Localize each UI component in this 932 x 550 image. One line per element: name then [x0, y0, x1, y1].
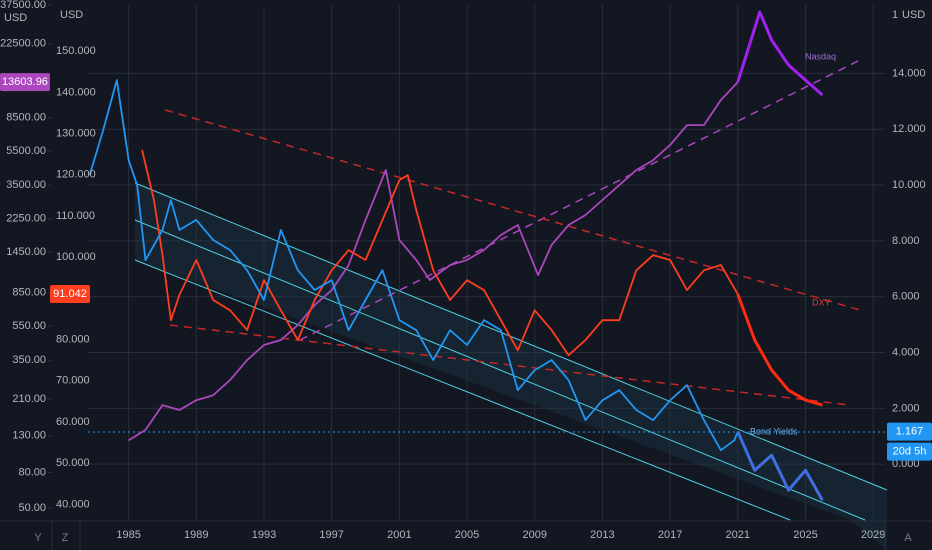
y2-tick-label: 0.000 [892, 458, 920, 470]
y-tick-label: 40.000 [56, 498, 90, 510]
y2-tick-label: 8.000 [892, 235, 920, 247]
button[interactable]: A [904, 532, 912, 544]
y3-tick-label: 130.00 [12, 429, 46, 441]
x-tick-label: 2017 [658, 529, 682, 541]
x-tick-label: 2021 [726, 529, 750, 541]
axis-unit: USD [902, 9, 925, 21]
countdown-box [887, 442, 932, 461]
y2-tick-label: 10.000 [892, 179, 926, 191]
annotation: DXY [812, 297, 831, 307]
axis-unit: USD [60, 9, 83, 21]
y3-tick-label: 50.00 [18, 502, 46, 514]
y3-tick-label: 3500.00 [6, 179, 46, 191]
y2-tick-label: 12.000 [892, 123, 926, 135]
button[interactable]: Y [34, 532, 42, 544]
y3-tick-label: 80.00 [18, 466, 46, 478]
y3-tick-label: 350.00 [12, 354, 46, 366]
y3-tick-label: 850.00 [12, 287, 46, 299]
annotation: Bond Yields [750, 426, 798, 436]
series-line [128, 81, 739, 442]
y3-tick-label: 1450.00 [6, 246, 46, 258]
y3-tick-label: 8500.00 [6, 112, 46, 124]
y-tick-label: 120.000 [56, 169, 96, 181]
y2-tick-label: 2.000 [892, 402, 920, 414]
y-tick-label: 150.000 [56, 45, 96, 57]
x-tick-label: 1989 [184, 529, 208, 541]
x-tick-label: 2005 [455, 529, 479, 541]
y-tick-label: 110.000 [56, 210, 95, 222]
y-tick-label: 80.000 [56, 333, 90, 345]
last-value-label: 1.167 [896, 426, 924, 438]
y2-tick-label: 14.000 [892, 67, 926, 79]
y-tick-label: 140.000 [56, 86, 96, 98]
x-tick-label: 2009 [522, 529, 546, 541]
y3-tick-label: 5500.00 [6, 145, 46, 157]
x-tick-label: 2013 [590, 529, 614, 541]
trend-line [164, 109, 861, 311]
projection-line [736, 293, 823, 407]
projection-line [736, 430, 824, 501]
x-tick-label: 2001 [387, 529, 411, 541]
y2-tick-label: 4.000 [892, 346, 920, 358]
channel-line [134, 219, 866, 521]
y3-tick-label: 22500.00 [0, 38, 46, 50]
channel-line [134, 259, 791, 521]
annotation: Nasdaq [805, 51, 836, 61]
x-tick-label: 1997 [319, 529, 343, 541]
y-tick-label: 70.000 [56, 375, 90, 387]
x-tick-label: 1985 [116, 529, 140, 541]
last-value-box [0, 73, 50, 92]
x-tick-label: 2025 [793, 529, 817, 541]
y3-tick-label: 2250.00 [6, 213, 46, 225]
last-value-box [50, 285, 90, 304]
axis-unit: USD [4, 12, 27, 24]
y2-tick-label: 6.000 [892, 291, 920, 303]
button[interactable]: Z [62, 532, 69, 544]
last-value-box [887, 422, 932, 441]
y-tick-label: 130.000 [56, 127, 96, 139]
last-value-label: 91.042 [53, 288, 87, 300]
projection-line [736, 10, 824, 97]
y-tick-label: 60.000 [56, 416, 90, 428]
y-tick-label: 50.000 [56, 457, 90, 469]
y3-tick-label: 37500.00 [0, 0, 46, 11]
series-line [88, 79, 739, 452]
y3-tick-label: 210.00 [12, 393, 46, 405]
last-value-label: 13603.96 [2, 76, 48, 88]
x-tick-label: 1993 [252, 529, 276, 541]
countdown-label: 20d 5h [893, 446, 927, 458]
y-tick-label: 100.000 [56, 251, 96, 263]
grid [88, 5, 885, 520]
x-tick-label: 2029 [861, 529, 885, 541]
series-line [141, 149, 739, 357]
trend-line [299, 59, 861, 341]
y3-tick-label: 550.00 [12, 320, 46, 332]
axis-label: 1 [892, 9, 898, 21]
plot [88, 10, 824, 501]
